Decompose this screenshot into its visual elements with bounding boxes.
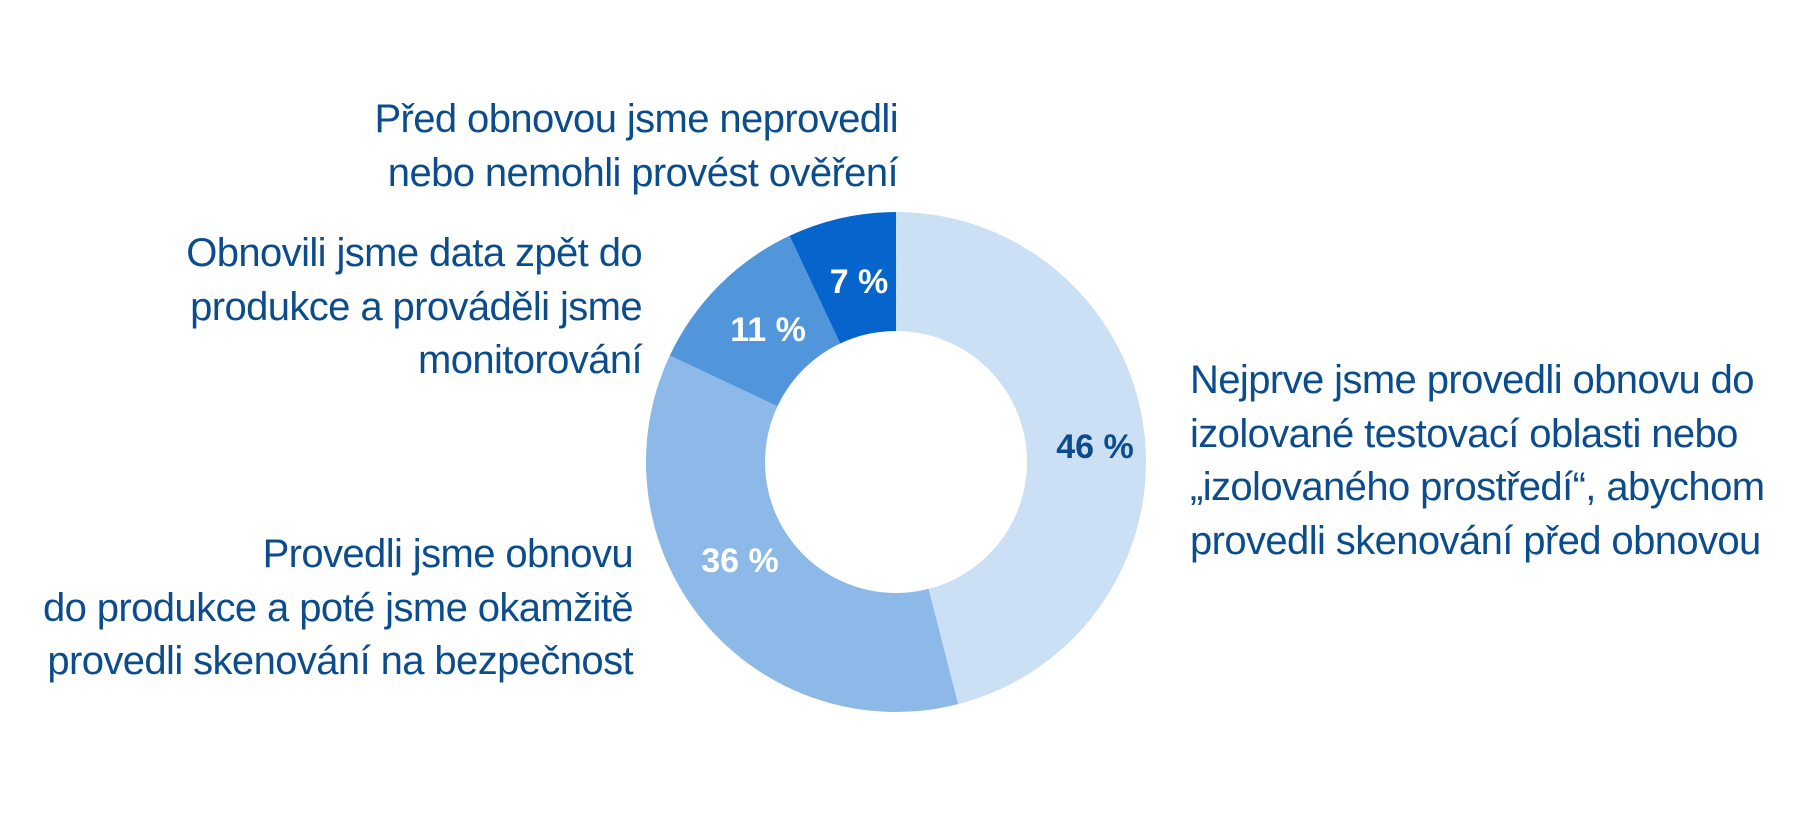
donut-slice xyxy=(896,212,1147,705)
label-line: Před obnovou jsme neprovedli xyxy=(374,97,898,141)
label-line: provedli skenování před obnovou xyxy=(1190,518,1761,563)
label-line: „izolovaného prostředí“, abychom xyxy=(1190,465,1765,509)
label-line: Provedli jsme obnovu xyxy=(262,532,634,576)
slice-value-label: 36 % xyxy=(701,542,779,580)
label-production-monitoring: Obnovili jsme data zpět do produkce a pr… xyxy=(186,227,642,388)
slice-value-label: 11 % xyxy=(730,311,806,349)
donut-slice xyxy=(646,355,959,713)
label-line: produkce a prováděli jsme xyxy=(190,284,643,329)
label-line: Nejprve jsme provedli obnovu do xyxy=(1190,358,1755,402)
donut-slice xyxy=(789,212,896,344)
label-line: Obnovili jsme data zpět do xyxy=(186,231,642,275)
label-line: nebo nemohli provést ověření xyxy=(387,150,899,195)
label-production-scan: Provedli jsme obnovu do produkce a poté … xyxy=(42,528,634,689)
label-line: izolované testovací oblasti nebo xyxy=(1190,411,1738,456)
slice-value-label: 7 % xyxy=(830,263,889,301)
slice-value-label: 46 % xyxy=(1056,428,1134,466)
label-no-verification: Před obnovou jsme neprovedli nebo nemohl… xyxy=(374,93,898,200)
label-isolated-restore: Nejprve jsme provedli obnovu do izolovan… xyxy=(1190,354,1765,568)
donut-slice xyxy=(669,235,841,407)
label-line: do produkce a poté jsme okamžitě xyxy=(42,585,634,630)
label-line: monitorování xyxy=(417,338,643,382)
label-line: provedli skenování na bezpečnost xyxy=(47,639,633,683)
